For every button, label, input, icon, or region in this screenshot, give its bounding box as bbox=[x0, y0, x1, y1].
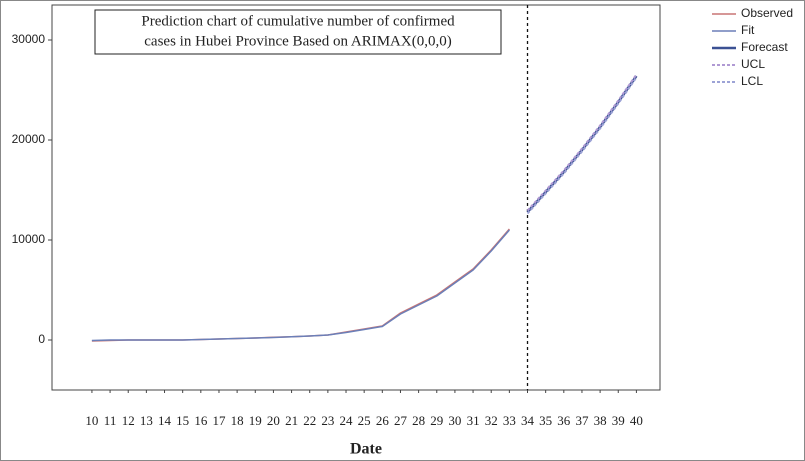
series-line bbox=[91, 229, 510, 342]
x-tick-label: 22 bbox=[303, 413, 316, 428]
x-tick-label: 35 bbox=[539, 413, 552, 428]
x-axis-label: Date bbox=[350, 441, 382, 458]
x-tick-label: 18 bbox=[231, 413, 244, 428]
x-tick-label: 28 bbox=[412, 413, 425, 428]
x-tick-label: 10 bbox=[85, 413, 98, 428]
x-tick-label: 27 bbox=[394, 413, 408, 428]
x-tick-label: 14 bbox=[158, 413, 172, 428]
legend-label: Forecast bbox=[741, 40, 788, 54]
x-tick-label: 16 bbox=[194, 413, 208, 428]
y-tick-label: 20000 bbox=[12, 132, 46, 146]
x-tick-label: 31 bbox=[467, 413, 480, 428]
x-tick-label: 34 bbox=[521, 413, 535, 428]
series-line bbox=[526, 76, 638, 215]
plot-area bbox=[51, 4, 661, 391]
x-tick-label: 11 bbox=[104, 413, 117, 428]
x-tick-label: 21 bbox=[285, 413, 298, 428]
x-tick-label: 12 bbox=[122, 413, 135, 428]
x-tick-label: 24 bbox=[340, 413, 354, 428]
x-tick-label: 23 bbox=[321, 413, 334, 428]
y-tick-label: 10000 bbox=[12, 232, 46, 246]
legend-label: UCL bbox=[741, 57, 765, 71]
x-tick-label: 32 bbox=[485, 413, 498, 428]
title-line: cases in Hubei Province Based on ARIMAX(… bbox=[144, 33, 451, 49]
x-tick-label: 33 bbox=[503, 413, 516, 428]
x-tick-label: 19 bbox=[249, 413, 262, 428]
x-tick-label: 29 bbox=[430, 413, 443, 428]
y-tick-label: 30000 bbox=[12, 32, 46, 46]
x-tick-label: 20 bbox=[267, 413, 280, 428]
y-tick-label: 0 bbox=[38, 332, 45, 346]
legend-label: LCL bbox=[741, 74, 763, 88]
title-box bbox=[94, 9, 502, 55]
x-tick-label: 26 bbox=[376, 413, 390, 428]
x-tick-label: 37 bbox=[575, 413, 589, 428]
x-tick-label: 30 bbox=[448, 413, 461, 428]
x-tick-label: 17 bbox=[212, 413, 226, 428]
x-tick-label: 40 bbox=[630, 413, 643, 428]
x-tick-label: 15 bbox=[176, 413, 189, 428]
legend-label: Observed bbox=[741, 6, 793, 20]
x-tick-label: 36 bbox=[557, 413, 571, 428]
plot bbox=[91, 5, 638, 390]
title-line: Prediction chart of cumulative number of… bbox=[141, 13, 455, 29]
x-tick-label: 25 bbox=[358, 413, 371, 428]
series-line bbox=[526, 73, 638, 212]
x-tick-label: 38 bbox=[594, 413, 607, 428]
legend-label: Fit bbox=[741, 23, 755, 37]
x-tick-label: 39 bbox=[612, 413, 625, 428]
x-tick-label: 13 bbox=[140, 413, 153, 428]
